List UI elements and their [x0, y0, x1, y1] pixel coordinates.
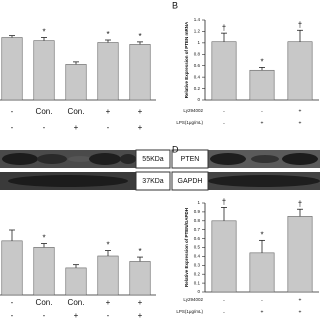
blot-label: GAPDH [178, 178, 203, 185]
bar [33, 247, 55, 296]
blot-c [0, 149, 171, 191]
condition-label: - [223, 120, 225, 126]
y-tick-label: 1 [197, 40, 200, 45]
condition-label: - [107, 311, 110, 320]
condition-label: - [223, 297, 225, 303]
condition-label: - [223, 309, 225, 315]
condition-label: Con. [36, 298, 53, 307]
condition-label: Con. [68, 107, 85, 116]
condition-label: + [106, 107, 111, 116]
condition-label: - [261, 108, 263, 114]
y-tick-label: 0 [197, 289, 200, 294]
condition-label: - [11, 107, 14, 116]
condition-label: + [261, 309, 264, 315]
significance-mark: * [106, 241, 109, 250]
condition-label: + [299, 297, 302, 303]
blot-label: PTEN [181, 156, 200, 163]
condition-label: - [43, 311, 46, 320]
significance-mark: † [298, 20, 302, 29]
condition-label: - [261, 297, 263, 303]
bar [65, 267, 87, 296]
bar [65, 64, 87, 101]
y-axis-label: Relative Expression of PTEN/GAPDH [184, 208, 189, 287]
condition-label: + [299, 120, 302, 126]
y-tick-label: 0.6 [194, 236, 201, 241]
bar [129, 44, 151, 101]
condition-label: + [138, 311, 143, 320]
blot-label: 37KDa [142, 178, 164, 185]
row-label: Ly294002 [183, 108, 203, 113]
bar [33, 40, 55, 101]
significance-mark: * [260, 58, 263, 67]
significance-mark: † [222, 198, 226, 207]
y-tick-label: 0.1 [194, 280, 201, 285]
condition-label: - [11, 298, 14, 307]
bar [287, 216, 313, 293]
significance-mark: * [106, 30, 109, 39]
y-tick-label: 0.8 [194, 51, 201, 56]
bar [129, 261, 151, 296]
condition-label: + [138, 298, 143, 307]
bar [1, 37, 23, 101]
row-label: Ly294002 [183, 297, 203, 302]
condition-label: + [74, 311, 79, 320]
condition-label: - [43, 123, 46, 132]
condition-label: - [11, 311, 14, 320]
bar [1, 240, 23, 296]
condition-label: + [138, 107, 143, 116]
bar [249, 69, 275, 101]
significance-mark: * [42, 28, 45, 37]
condition-label: + [138, 123, 143, 132]
y-tick-label: 0.3 [194, 262, 201, 267]
significance-mark: * [42, 234, 45, 243]
condition-label: - [107, 123, 110, 132]
panel-label: B [172, 0, 178, 10]
significance-mark: * [260, 230, 263, 239]
y-tick-label: 0.4 [194, 74, 201, 79]
panel-label: D [172, 144, 179, 154]
y-tick-label: 1.4 [194, 17, 201, 22]
bar [211, 41, 237, 101]
condition-label: + [74, 123, 79, 132]
bar [249, 252, 275, 293]
condition-label: + [299, 309, 302, 315]
significance-mark: † [298, 199, 302, 208]
y-tick-label: 0.8 [194, 218, 201, 223]
bar [97, 255, 119, 296]
y-tick-label: 0.2 [194, 86, 201, 91]
condition-label: - [11, 123, 14, 132]
bar [97, 42, 119, 101]
y-tick-label: 0.9 [194, 209, 201, 214]
y-tick-label: 1.2 [194, 29, 201, 34]
blot-label: 55KDa [142, 156, 164, 163]
y-tick-label: 0.5 [194, 245, 201, 250]
significance-mark: † [222, 23, 226, 32]
condition-label: + [261, 120, 264, 126]
bar [211, 220, 237, 293]
condition-label: + [299, 108, 302, 114]
y-tick-label: 0 [197, 97, 200, 102]
y-axis-label: Relative Expression of PTEN mRNA [184, 21, 189, 98]
row-label: LPS(1μg/mL) [176, 120, 203, 125]
y-tick-label: 0.6 [194, 63, 201, 68]
condition-label: Con. [36, 107, 53, 116]
condition-label: Con. [68, 298, 85, 307]
condition-label: + [106, 298, 111, 307]
condition-label: - [223, 108, 225, 114]
bar [287, 41, 313, 101]
y-tick-label: 0.7 [194, 227, 201, 232]
y-tick-label: 0.2 [194, 271, 201, 276]
y-tick-label: 1 [197, 200, 200, 205]
significance-mark: * [138, 247, 141, 256]
significance-mark: * [138, 32, 141, 41]
y-tick-label: 0.4 [194, 254, 201, 259]
row-label: LPS(1μg/mL) [176, 309, 203, 314]
blot-d [171, 149, 320, 191]
